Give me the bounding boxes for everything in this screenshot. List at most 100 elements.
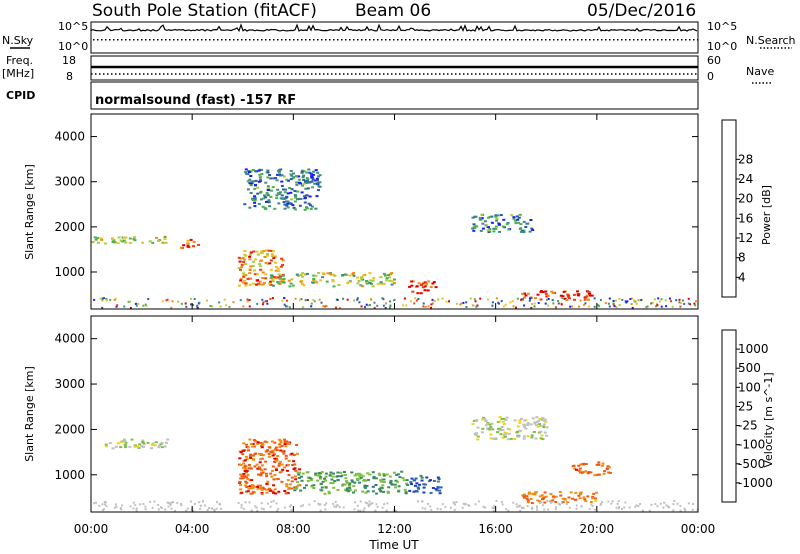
echo-cell: [248, 255, 252, 258]
nsearch-dot: [221, 39, 223, 41]
echo-cell: [316, 171, 320, 174]
echo-cell: [380, 282, 384, 285]
echo-cell: [488, 428, 492, 431]
echo-cell: [282, 438, 286, 441]
echo-cell: [365, 485, 369, 487]
colorbar-tick-label: 24: [738, 172, 753, 186]
echo-cell: [372, 277, 376, 280]
echo-cell: [500, 300, 503, 303]
echo-cell: [432, 281, 436, 284]
echo-cell: [321, 272, 325, 275]
echo-cell: [361, 475, 365, 478]
echo-cell: [319, 477, 322, 480]
echo-cell: [352, 491, 355, 494]
echo-cell: [249, 251, 253, 254]
velocity-colorbar-label: Velocity [m s^-1]: [762, 372, 775, 467]
echo-cell: [427, 280, 431, 283]
echo-cell: [260, 168, 264, 171]
echo-cell: [157, 504, 160, 506]
echo-cell: [400, 470, 404, 473]
echo-cell: [613, 305, 616, 308]
echo-cell: [279, 440, 283, 443]
echo-cell: [268, 205, 272, 208]
echo-cell: [299, 198, 303, 200]
echo-cell: [409, 481, 413, 484]
echo-cell: [242, 449, 246, 452]
echo-cell: [289, 178, 293, 181]
echo-cell: [269, 489, 273, 492]
echo-cell: [248, 253, 252, 256]
nsearch-dot: [245, 39, 247, 41]
echo-cell: [114, 445, 118, 448]
echo-cell: [282, 175, 286, 178]
echo-cell: [503, 431, 507, 434]
echo-cell: [310, 485, 314, 488]
echo-cell: [262, 250, 266, 252]
echo-cell: [517, 216, 521, 219]
echo-cell: [520, 417, 523, 420]
echo-cell: [281, 264, 285, 266]
echo-cell: [480, 213, 484, 216]
echo-cell: [185, 305, 188, 308]
echo-cell: [303, 486, 306, 489]
echo-cell: [297, 175, 301, 178]
echo-cell: [251, 454, 255, 457]
echo-cell: [344, 473, 347, 476]
echo-cell: [354, 489, 357, 492]
echo-cell: [147, 298, 150, 300]
echo-cell: [376, 304, 379, 307]
echo-cell: [603, 470, 607, 473]
echo-cell: [328, 474, 332, 477]
echo-cell: [280, 180, 284, 183]
echo-cell: [290, 509, 293, 512]
echo-cell: [523, 296, 526, 299]
echo-cell: [478, 218, 482, 221]
echo-cell: [313, 280, 317, 283]
echo-cell: [612, 303, 615, 306]
echo-cell: [505, 223, 509, 226]
echo-cell: [272, 491, 276, 494]
echo-cell: [342, 506, 345, 509]
echo-cell: [313, 300, 316, 303]
colorbar-tick-label: 500: [738, 361, 761, 375]
echo-cell: [331, 279, 335, 281]
echo-cell: [516, 218, 520, 221]
echo-cell: [588, 292, 591, 295]
echo-cell: [635, 302, 638, 305]
echo-cell: [631, 297, 634, 300]
echo-cell: [424, 507, 427, 510]
echo-cell: [257, 202, 261, 205]
echo-cell: [160, 507, 163, 509]
nsearch-dot: [265, 39, 267, 41]
echo-cell: [244, 501, 247, 504]
echo-cell: [245, 469, 249, 472]
echo-cell: [304, 180, 308, 183]
echo-cell: [272, 276, 276, 278]
echo-cell: [513, 419, 517, 422]
echo-cell: [683, 302, 686, 305]
nsearch-dot: [677, 39, 679, 41]
echo-cell: [256, 186, 260, 189]
echo-cell: [243, 203, 247, 206]
echo-cell: [333, 274, 337, 277]
echo-cell: [543, 501, 547, 504]
echo-cell: [332, 502, 335, 505]
echo-cell: [284, 506, 287, 509]
echo-cell: [404, 492, 408, 495]
echo-cell: [332, 285, 336, 288]
echo-cell: [587, 291, 591, 293]
echo-cell: [290, 452, 294, 455]
echo-cell: [286, 479, 290, 482]
echo-cell: [274, 269, 278, 272]
nsearch-dot: [533, 39, 535, 41]
echo-cell: [301, 272, 305, 275]
echo-cell: [105, 299, 108, 302]
echo-cell: [578, 467, 582, 470]
echo-cell: [386, 502, 389, 505]
echo-cell: [660, 298, 663, 301]
echo-cell: [383, 503, 386, 506]
echo-cell: [360, 276, 364, 279]
echo-cell: [356, 298, 359, 301]
